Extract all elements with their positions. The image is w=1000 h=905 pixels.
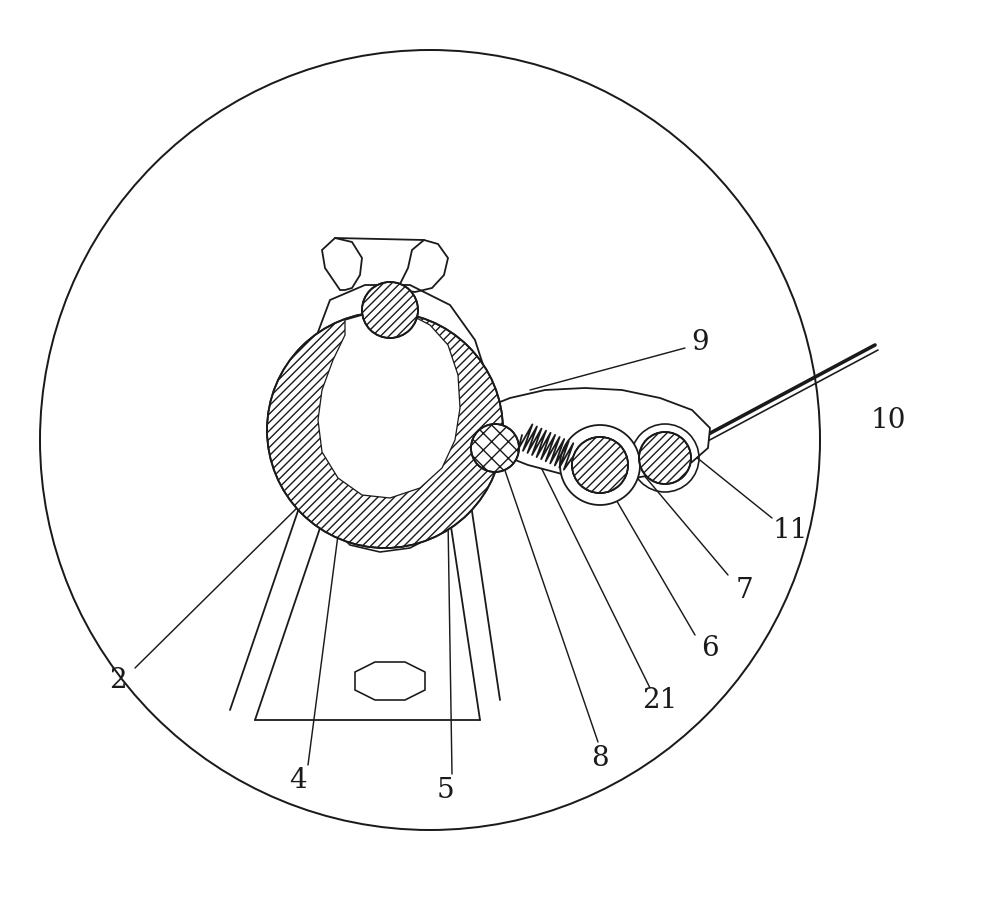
- Text: 7: 7: [736, 576, 754, 604]
- Text: 4: 4: [289, 767, 307, 794]
- Text: 10: 10: [870, 406, 906, 433]
- Polygon shape: [355, 662, 425, 700]
- Text: 9: 9: [691, 329, 709, 356]
- Text: 8: 8: [591, 745, 609, 771]
- Circle shape: [560, 425, 640, 505]
- Circle shape: [362, 282, 418, 338]
- Text: 11: 11: [772, 517, 808, 544]
- Circle shape: [267, 312, 503, 548]
- Circle shape: [572, 437, 628, 493]
- Text: 2: 2: [109, 666, 127, 693]
- Polygon shape: [330, 510, 448, 552]
- Polygon shape: [318, 310, 460, 498]
- Text: 5: 5: [436, 776, 454, 804]
- Circle shape: [572, 437, 628, 493]
- Polygon shape: [480, 388, 710, 478]
- Circle shape: [639, 432, 691, 484]
- Text: 6: 6: [701, 634, 719, 662]
- Circle shape: [471, 424, 519, 472]
- Text: 21: 21: [642, 687, 678, 713]
